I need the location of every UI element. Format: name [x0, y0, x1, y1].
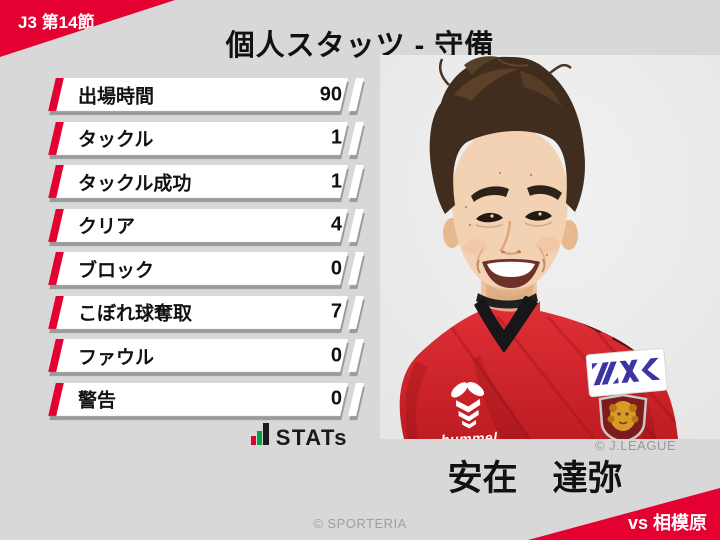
stat-row-accent-stripe — [48, 208, 64, 242]
stat-row-accent-stripe — [48, 78, 64, 111]
round-badge-label: J3 第14節 — [18, 13, 95, 32]
stat-row: 警告 0 — [48, 382, 364, 416]
stat-row: 出場時間 90 — [48, 78, 364, 111]
hummel-logo: hummel — [441, 382, 499, 439]
stat-row-slash-decoration — [348, 382, 364, 416]
stat-row: タックル 1 — [48, 121, 364, 155]
stat-row-accent-stripe — [48, 121, 64, 155]
player-jersey: hummel — [399, 293, 679, 439]
stat-label: こぼれ球奪取 — [78, 303, 193, 325]
stat-row: ファウル 0 — [48, 339, 364, 372]
stat-value: 90 — [319, 83, 342, 105]
stat-row-slash-decoration — [348, 252, 364, 285]
player-name: 安在 達弥 — [447, 459, 623, 498]
stat-value: 4 — [330, 213, 342, 236]
smiling-mouth — [476, 258, 546, 288]
ngk-sponsor-patch — [585, 347, 668, 398]
stat-row-slash-decoration — [348, 121, 364, 155]
stat-row: クリア 4 — [48, 208, 364, 242]
stat-row-slash-decoration — [348, 208, 364, 242]
stat-value: 7 — [330, 300, 342, 323]
site-credit: © SPORTERIA — [313, 516, 407, 531]
stat-row-slash-decoration — [348, 339, 364, 372]
stat-row-accent-stripe — [48, 252, 64, 285]
stat-row: タックル成功 1 — [48, 165, 364, 198]
stat-value: 0 — [330, 257, 342, 279]
stat-value: 1 — [330, 126, 342, 149]
hummel-wordmark: hummel — [441, 429, 499, 439]
stat-row-slash-decoration — [348, 165, 364, 198]
nose — [499, 220, 521, 255]
round-badge: J3 第14節 — [0, 0, 175, 57]
stat-value: 1 — [330, 170, 342, 192]
stat-label: 出場時間 — [78, 86, 155, 107]
player-head — [429, 56, 585, 299]
stat-row: ブロック 0 — [48, 252, 364, 285]
stat-label: タックル成功 — [78, 173, 192, 194]
freckles — [464, 171, 549, 257]
club-crest — [598, 393, 648, 439]
stat-row-slash-decoration — [348, 295, 364, 329]
stat-label: タックル — [78, 129, 154, 151]
stat-label: ファウル — [78, 347, 155, 368]
stat-label: クリア — [78, 216, 136, 238]
stat-label: 警告 — [78, 390, 117, 412]
bar-chart-icon — [250, 423, 269, 445]
stat-row-slash-decoration — [348, 78, 364, 111]
photo-credit: © J.LEAGUE — [594, 438, 676, 453]
stat-value: 0 — [330, 387, 342, 410]
stat-value: 0 — [330, 344, 342, 366]
stat-row-accent-stripe — [48, 295, 64, 329]
stats-brand: STATs — [48, 423, 348, 449]
stats-brand-label: STATs — [275, 425, 348, 450]
stat-row-accent-stripe — [48, 339, 64, 372]
opponent-badge-label: vs 相模原 — [627, 513, 707, 533]
hair — [429, 56, 585, 214]
face — [451, 127, 569, 290]
eyebrows — [471, 185, 562, 202]
ngk-logo-glyphs — [591, 357, 661, 386]
jersey-collar — [474, 293, 538, 353]
player-photo: hummel — [380, 55, 720, 439]
stat-row-accent-stripe — [48, 382, 64, 416]
stat-row-accent-stripe — [48, 165, 64, 198]
stat-row: こぼれ球奪取 7 — [48, 295, 364, 329]
eyes — [475, 210, 553, 228]
stats-list: 出場時間 90 タックル 1 タックル成功 1 クリア 4 — [48, 78, 364, 426]
stat-label: ブロック — [78, 260, 155, 281]
